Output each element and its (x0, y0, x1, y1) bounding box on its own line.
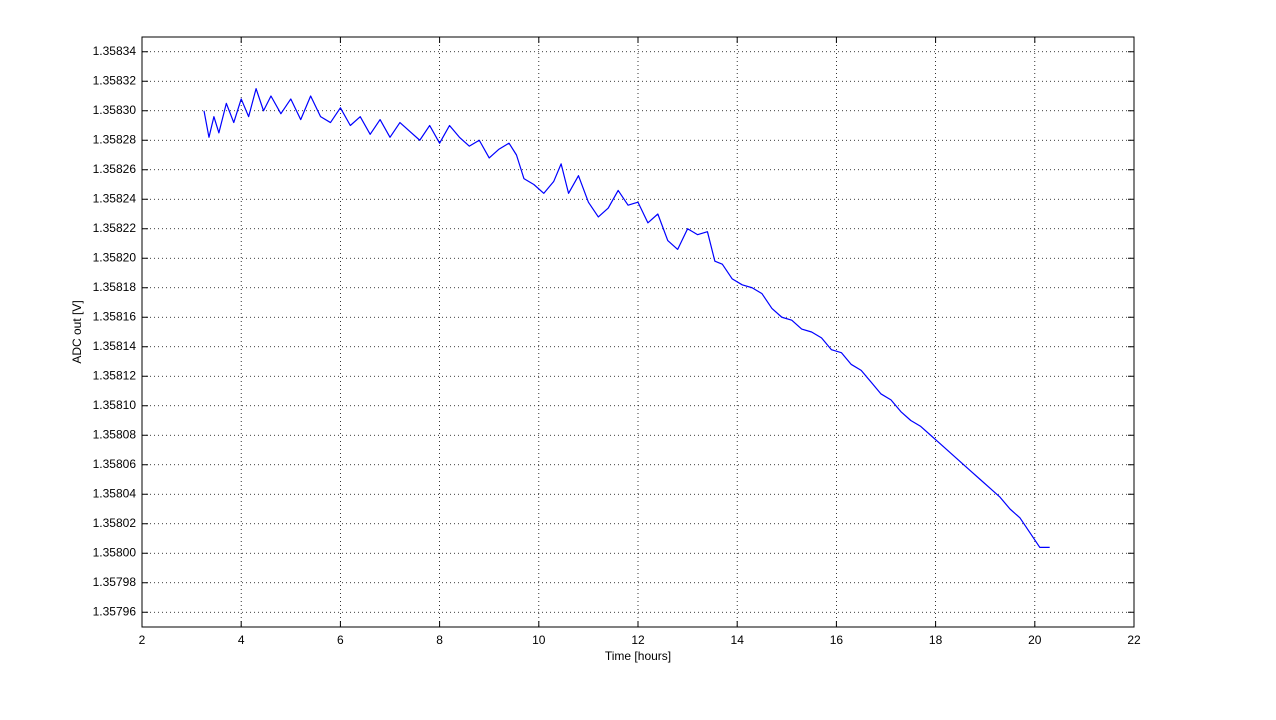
y-tick-label: 1.35820 (93, 250, 137, 264)
x-tick-label: 4 (238, 633, 245, 647)
x-tick-label: 6 (337, 633, 344, 647)
y-tick-label: 1.35816 (93, 309, 137, 323)
y-tick-label: 1.35810 (93, 398, 137, 412)
y-tick-label: 1.35812 (93, 368, 137, 382)
x-tick-label: 12 (631, 633, 645, 647)
y-tick-label: 1.35800 (93, 545, 137, 559)
x-tick-label: 18 (929, 633, 943, 647)
y-tick-label: 1.35808 (93, 427, 137, 441)
y-tick-label: 1.35804 (93, 486, 137, 500)
y-tick-label: 1.35802 (93, 516, 137, 530)
x-tick-label: 8 (436, 633, 443, 647)
y-tick-label: 1.35826 (93, 162, 137, 176)
x-tick-label: 10 (532, 633, 546, 647)
x-tick-label: 16 (830, 633, 844, 647)
y-tick-label: 1.35806 (93, 457, 137, 471)
y-tick-label: 1.35830 (93, 103, 137, 117)
x-tick-label: 22 (1127, 633, 1141, 647)
x-tick-label: 20 (1028, 633, 1042, 647)
y-tick-label: 1.35822 (93, 221, 137, 235)
plot-frame (141, 36, 1135, 628)
y-axis-label: ADC out [V] (70, 300, 84, 363)
y-tick-label: 1.35814 (93, 339, 137, 353)
y-tick-label: 1.35798 (93, 575, 137, 589)
plot-area (142, 37, 1134, 627)
y-tick-label: 1.35796 (93, 604, 137, 618)
y-tick-label: 1.35832 (93, 73, 137, 87)
x-axis-label: Time [hours] (605, 649, 671, 663)
y-tick-label: 1.35834 (93, 44, 137, 58)
x-tick-label: 2 (139, 633, 146, 647)
y-tick-label: 1.35828 (93, 132, 137, 146)
x-tick-label: 14 (731, 633, 745, 647)
y-tick-label: 1.35824 (93, 191, 137, 205)
y-tick-label: 1.35818 (93, 280, 137, 294)
data-line (203, 88, 1050, 548)
